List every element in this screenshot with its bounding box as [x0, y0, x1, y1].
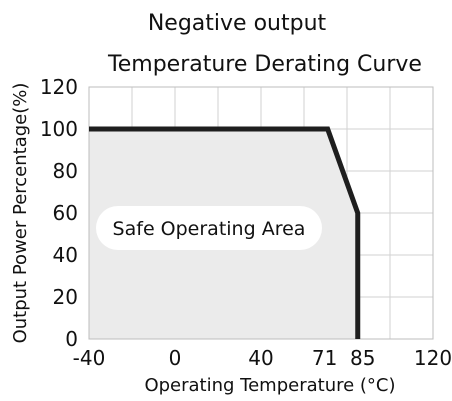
- y-tick-label: 80: [53, 159, 78, 183]
- y-tick-labels: 0 20 40 60 80 100 120: [40, 75, 78, 351]
- x-tick-label: 71: [312, 346, 337, 370]
- safe-operating-area-label: Safe Operating Area: [113, 218, 306, 240]
- derating-curve: [89, 126, 361, 339]
- x-tick-label: 120: [414, 346, 452, 370]
- x-tick-labels: -40 0 40 71 85 120: [73, 346, 452, 370]
- x-tick-label: 40: [248, 346, 273, 370]
- y-tick-label: 0: [65, 327, 78, 351]
- plot-frame: [88, 86, 434, 340]
- y-tick-label: 20: [53, 285, 78, 309]
- chart-title: Negative output: [148, 11, 327, 36]
- y-tick-label: 40: [53, 243, 78, 267]
- y-tick-label: 120: [40, 75, 78, 99]
- safe-operating-area-label-bg: [96, 206, 322, 250]
- x-tick-label: 0: [169, 346, 182, 370]
- chart-subtitle: Temperature Derating Curve: [107, 52, 422, 77]
- x-tick-label: -40: [73, 346, 106, 370]
- x-tick-label: 85: [350, 346, 375, 370]
- y-tick-label: 60: [53, 201, 78, 225]
- y-tick-label: 100: [40, 117, 78, 141]
- y-axis-label: Output Power Percentage(%): [10, 83, 31, 344]
- x-axis-label: Operating Temperature (°C): [144, 375, 395, 396]
